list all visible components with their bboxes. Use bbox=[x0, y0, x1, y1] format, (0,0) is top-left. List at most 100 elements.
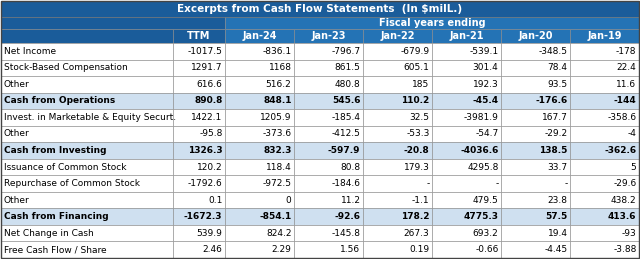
Bar bbox=[294, 225, 363, 241]
Text: 11.2: 11.2 bbox=[340, 196, 360, 205]
Text: Cash from Investing: Cash from Investing bbox=[4, 146, 106, 155]
Bar bbox=[173, 76, 225, 93]
Bar bbox=[173, 192, 225, 208]
Text: Other: Other bbox=[4, 196, 29, 205]
Text: Jan-24: Jan-24 bbox=[243, 31, 276, 41]
Bar bbox=[1, 29, 173, 43]
Bar bbox=[294, 76, 363, 93]
Text: 267.3: 267.3 bbox=[404, 229, 429, 238]
Bar bbox=[1, 1, 639, 17]
Bar bbox=[432, 93, 501, 109]
Text: -358.6: -358.6 bbox=[607, 113, 637, 122]
Text: 848.1: 848.1 bbox=[263, 96, 291, 105]
Text: 178.2: 178.2 bbox=[401, 212, 429, 221]
Bar bbox=[570, 192, 639, 208]
Bar bbox=[1, 43, 173, 60]
Text: Jan-23: Jan-23 bbox=[311, 31, 346, 41]
Text: 832.3: 832.3 bbox=[263, 146, 291, 155]
Bar bbox=[432, 60, 501, 76]
Bar bbox=[570, 109, 639, 126]
Text: -54.7: -54.7 bbox=[476, 130, 499, 139]
Text: Other: Other bbox=[4, 80, 29, 89]
Text: 110.2: 110.2 bbox=[401, 96, 429, 105]
Bar bbox=[501, 142, 570, 159]
Bar bbox=[1, 159, 173, 175]
Bar bbox=[173, 241, 225, 258]
Text: 0.1: 0.1 bbox=[208, 196, 223, 205]
Bar bbox=[432, 208, 501, 225]
Bar bbox=[363, 126, 432, 142]
Text: -1672.3: -1672.3 bbox=[184, 212, 223, 221]
Text: -4036.6: -4036.6 bbox=[460, 146, 499, 155]
Bar bbox=[570, 43, 639, 60]
Text: 192.3: 192.3 bbox=[473, 80, 499, 89]
Text: -3981.9: -3981.9 bbox=[463, 113, 499, 122]
Text: Net Income: Net Income bbox=[4, 47, 56, 56]
Bar bbox=[570, 76, 639, 93]
Bar bbox=[225, 60, 294, 76]
Bar bbox=[294, 109, 363, 126]
Text: Cash from Financing: Cash from Financing bbox=[4, 212, 109, 221]
Bar bbox=[173, 208, 225, 225]
Bar bbox=[501, 126, 570, 142]
Text: 480.8: 480.8 bbox=[335, 80, 360, 89]
Bar bbox=[225, 192, 294, 208]
Text: 4295.8: 4295.8 bbox=[467, 163, 499, 171]
Text: -4: -4 bbox=[628, 130, 637, 139]
Text: 78.4: 78.4 bbox=[547, 63, 568, 72]
Bar bbox=[501, 225, 570, 241]
Text: 32.5: 32.5 bbox=[410, 113, 429, 122]
Text: -53.3: -53.3 bbox=[406, 130, 429, 139]
Text: -1.1: -1.1 bbox=[412, 196, 429, 205]
Text: 1168: 1168 bbox=[269, 63, 291, 72]
Bar bbox=[363, 159, 432, 175]
Text: 616.6: 616.6 bbox=[196, 80, 223, 89]
Text: -836.1: -836.1 bbox=[262, 47, 291, 56]
Bar bbox=[225, 17, 639, 29]
Bar bbox=[173, 29, 225, 43]
Text: -679.9: -679.9 bbox=[401, 47, 429, 56]
Bar bbox=[501, 43, 570, 60]
Bar bbox=[173, 175, 225, 192]
Bar bbox=[501, 93, 570, 109]
Text: 167.7: 167.7 bbox=[541, 113, 568, 122]
Bar bbox=[294, 192, 363, 208]
Text: Other: Other bbox=[4, 130, 29, 139]
Bar bbox=[501, 241, 570, 258]
Bar bbox=[173, 159, 225, 175]
Bar bbox=[363, 142, 432, 159]
Text: 4775.3: 4775.3 bbox=[463, 212, 499, 221]
Text: -93: -93 bbox=[621, 229, 637, 238]
Text: 1422.1: 1422.1 bbox=[191, 113, 223, 122]
Text: 861.5: 861.5 bbox=[335, 63, 360, 72]
Bar bbox=[294, 208, 363, 225]
Bar bbox=[363, 208, 432, 225]
Bar bbox=[363, 175, 432, 192]
Text: 0: 0 bbox=[285, 196, 291, 205]
Text: -29.6: -29.6 bbox=[613, 179, 637, 188]
Bar bbox=[294, 29, 363, 43]
Bar bbox=[294, 93, 363, 109]
Bar bbox=[1, 241, 173, 258]
Text: Invest. in Marketable & Equity Securt.: Invest. in Marketable & Equity Securt. bbox=[4, 113, 176, 122]
Bar bbox=[363, 225, 432, 241]
Bar bbox=[432, 43, 501, 60]
Bar bbox=[570, 142, 639, 159]
Text: Free Cash Flow / Share: Free Cash Flow / Share bbox=[4, 245, 107, 254]
Text: Stock-Based Compensation: Stock-Based Compensation bbox=[4, 63, 128, 72]
Text: 118.4: 118.4 bbox=[266, 163, 291, 171]
Text: -796.7: -796.7 bbox=[332, 47, 360, 56]
Bar bbox=[225, 241, 294, 258]
Bar bbox=[225, 76, 294, 93]
Text: Jan-19: Jan-19 bbox=[588, 31, 621, 41]
Bar bbox=[432, 76, 501, 93]
Bar bbox=[173, 109, 225, 126]
Bar bbox=[1, 76, 173, 93]
Text: 2.29: 2.29 bbox=[271, 245, 291, 254]
Bar bbox=[570, 126, 639, 142]
Text: 93.5: 93.5 bbox=[547, 80, 568, 89]
Text: -972.5: -972.5 bbox=[262, 179, 291, 188]
Bar bbox=[432, 109, 501, 126]
Bar bbox=[173, 93, 225, 109]
Bar bbox=[225, 159, 294, 175]
